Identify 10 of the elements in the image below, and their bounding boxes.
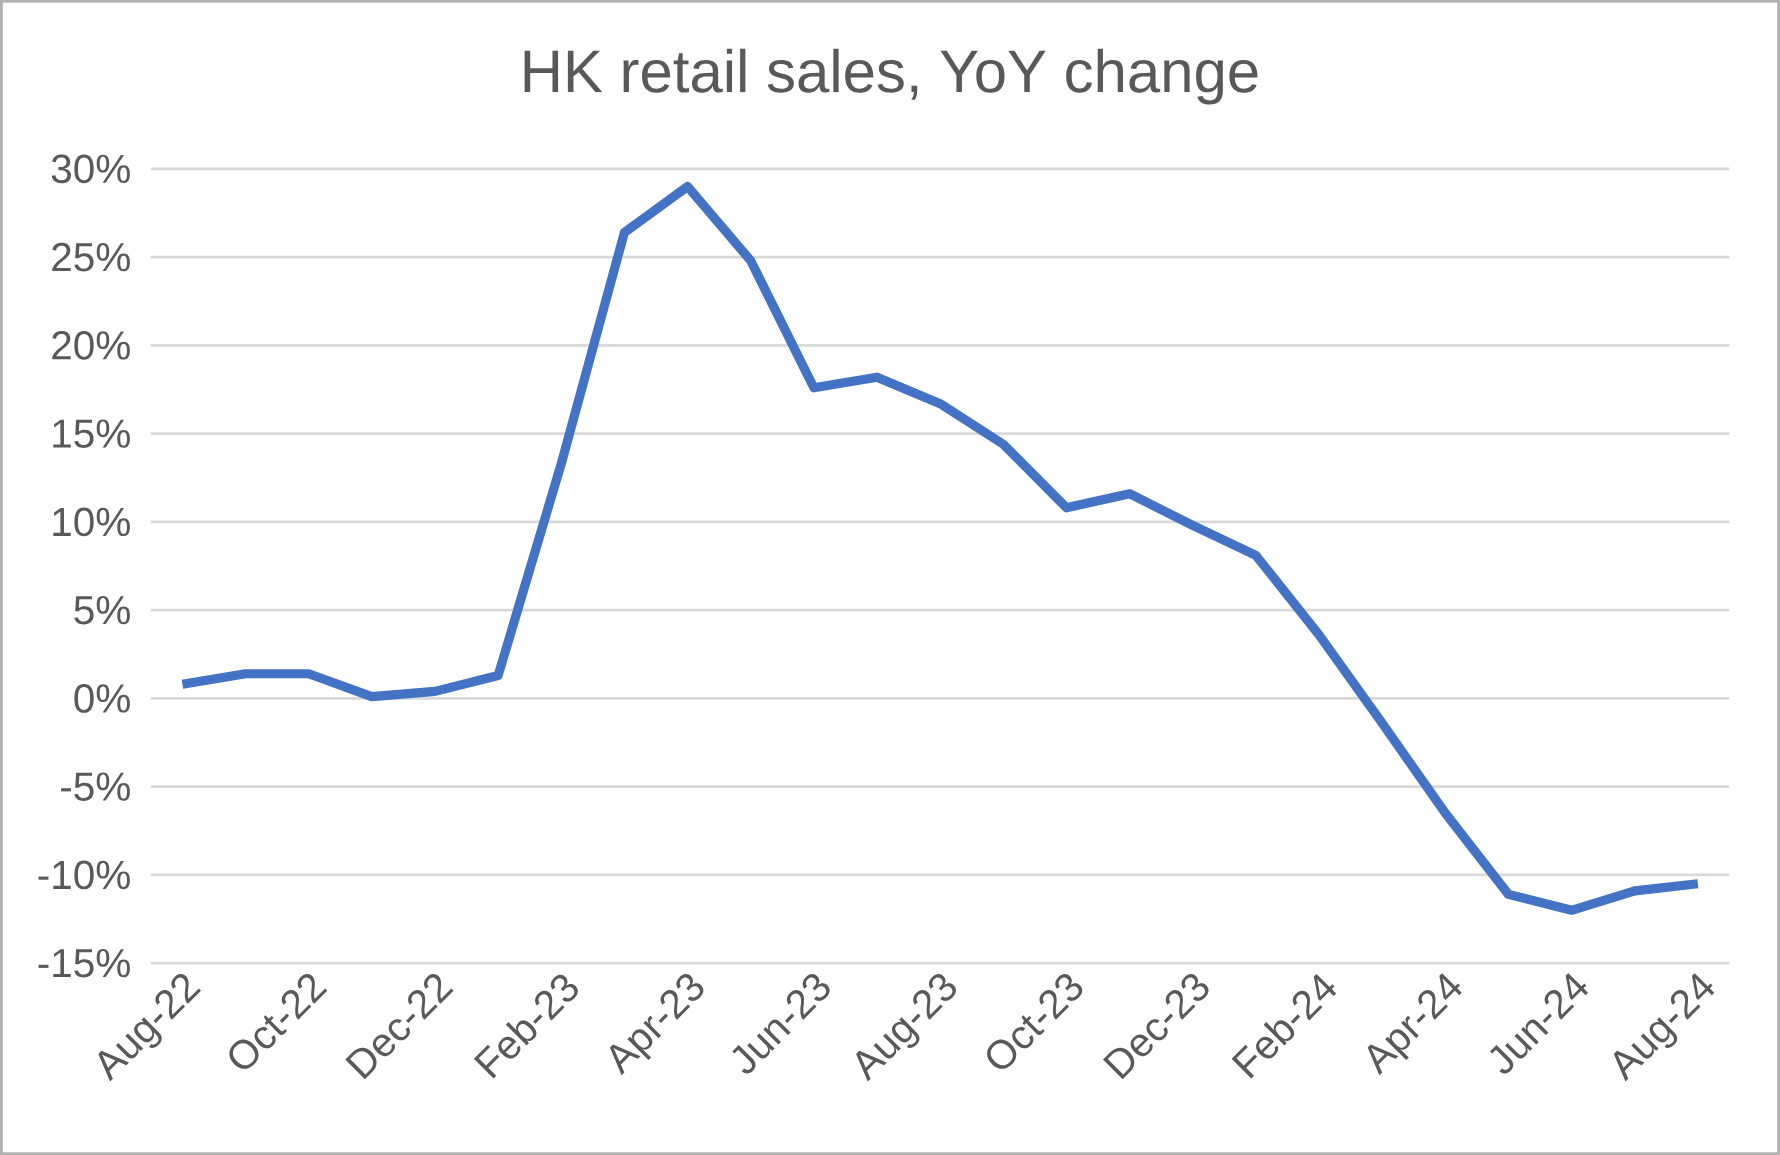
y-tick-label: 25% — [52, 242, 130, 272]
y-tick-label: 30% — [51, 154, 130, 184]
chart-title: HK retail sales, YoY change — [524, 48, 1258, 105]
y-tick-label: 20% — [52, 330, 130, 360]
y-tick-label: 0% — [74, 684, 130, 713]
y-tick-label: 5% — [74, 595, 130, 625]
y-tick-label: -10% — [38, 860, 130, 890]
y-tick-label: 15% — [53, 419, 130, 448]
y-tick-label: -5% — [61, 772, 130, 801]
y-tick-label: 10% — [53, 507, 130, 537]
